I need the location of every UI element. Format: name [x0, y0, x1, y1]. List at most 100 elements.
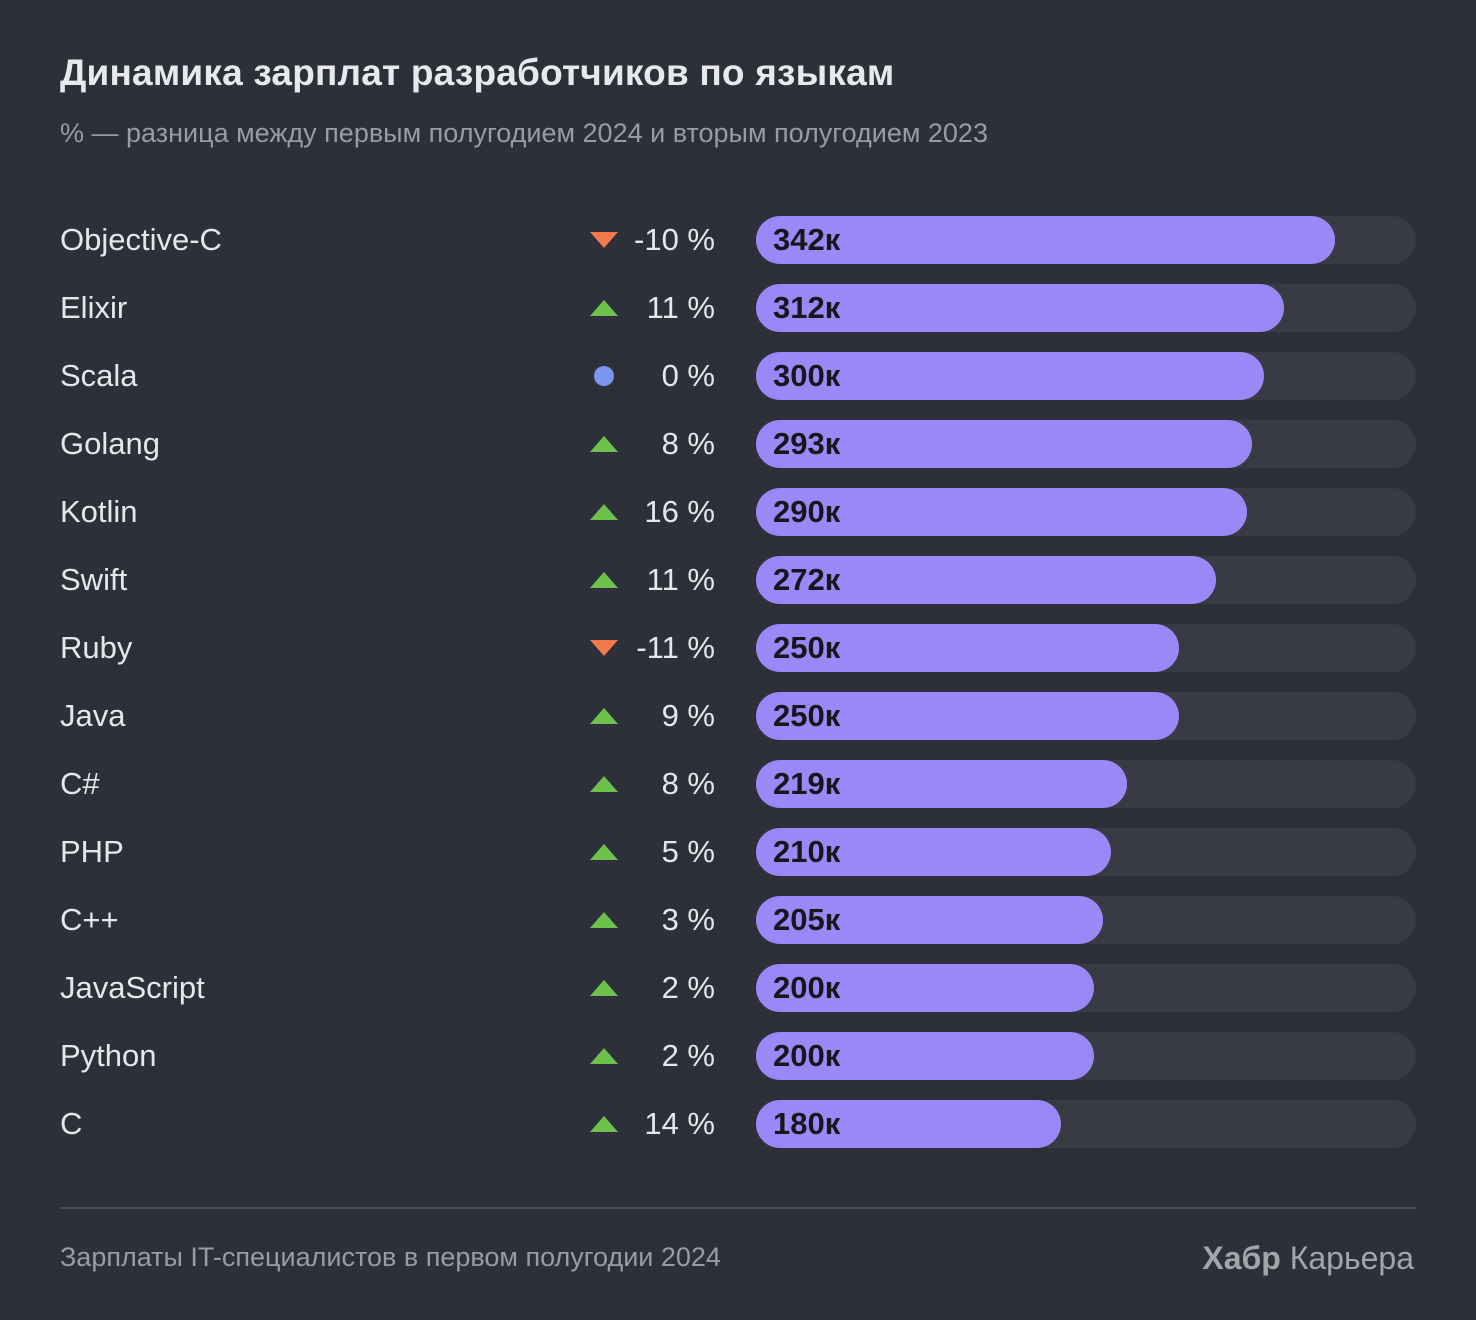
dot-icon [588, 352, 620, 400]
category-label: Objective-C [60, 222, 222, 257]
arrow-up-icon [588, 488, 620, 536]
brand-suffix: Карьера [1289, 1240, 1414, 1276]
bar-track: 342к [756, 216, 1416, 264]
category-label: Elixir [60, 290, 128, 325]
category-label: PHP [60, 834, 124, 869]
bar: 205к [756, 896, 1103, 944]
bar-value-label: 250к [773, 698, 841, 733]
bar-track: 219к [756, 760, 1416, 808]
change-percent: -10 % [634, 222, 715, 257]
arrow-up-icon [588, 556, 620, 604]
bar-row: Swift 11 % 272к [0, 556, 1476, 604]
arrow-up-icon [588, 692, 620, 740]
bar-row: PHP 5 % 210к [0, 828, 1476, 876]
brand-name: Хабр [1202, 1240, 1281, 1276]
bar-value-label: 200к [773, 1038, 841, 1073]
bar: 210к [756, 828, 1111, 876]
bar-track: 250к [756, 692, 1416, 740]
bar-track: 293к [756, 420, 1416, 468]
change-percent: 9 % [661, 698, 715, 733]
category-label: Ruby [60, 630, 133, 665]
bar: 250к [756, 692, 1179, 740]
bar-row: Scala 0 % 300к [0, 352, 1476, 400]
category-label: Kotlin [60, 494, 138, 529]
chart-title: Динамика зарплат разработчиков по языкам [60, 52, 895, 93]
bar: 219к [756, 760, 1127, 808]
bar-track: 200к [756, 964, 1416, 1012]
change-percent: 0 % [661, 358, 715, 393]
bar-row: Golang 8 % 293к [0, 420, 1476, 468]
bar-row: Elixir 11 % 312к [0, 284, 1476, 332]
bar-track: 290к [756, 488, 1416, 536]
change-percent: 11 % [646, 290, 715, 325]
change-percent: 2 % [661, 1038, 715, 1073]
category-label: C [60, 1106, 83, 1141]
bar-value-label: 200к [773, 970, 841, 1005]
bar: 250к [756, 624, 1179, 672]
bar: 180к [756, 1100, 1061, 1148]
category-label: Java [60, 698, 126, 733]
bar: 200к [756, 1032, 1094, 1080]
bar: 293к [756, 420, 1252, 468]
arrow-up-icon [588, 284, 620, 332]
bar-row: JavaScript 2 % 200к [0, 964, 1476, 1012]
category-label: Swift [60, 562, 128, 597]
category-label: Golang [60, 426, 160, 461]
bar-value-label: 272к [773, 562, 841, 597]
bar-value-label: 219к [773, 766, 841, 801]
bar: 272к [756, 556, 1216, 604]
bar-track: 312к [756, 284, 1416, 332]
brand-logo: Хабр Карьера [1202, 1240, 1414, 1277]
bar-row: C# 8 % 219к [0, 760, 1476, 808]
arrow-up-icon [588, 896, 620, 944]
bar-value-label: 312к [773, 290, 841, 325]
bar-row: C 14 % 180к [0, 1100, 1476, 1148]
change-percent: 8 % [661, 426, 715, 461]
bar-track: 300к [756, 352, 1416, 400]
arrow-up-icon [588, 420, 620, 468]
bar-row: C++ 3 % 205к [0, 896, 1476, 944]
arrow-up-icon [588, 964, 620, 1012]
arrow-up-icon [588, 760, 620, 808]
bar-track: 250к [756, 624, 1416, 672]
bar-row: Objective-C -10 % 342к [0, 216, 1476, 264]
arrow-down-icon [588, 624, 620, 672]
category-label: Scala [60, 358, 138, 393]
bar-value-label: 342к [773, 222, 841, 257]
change-percent: 14 % [644, 1106, 715, 1141]
footer-note: Зарплаты IT-специалистов в первом полуго… [60, 1242, 721, 1272]
bar-value-label: 205к [773, 902, 841, 937]
bar-track: 200к [756, 1032, 1416, 1080]
category-label: JavaScript [60, 970, 205, 1005]
bar: 342к [756, 216, 1335, 264]
category-label: C# [60, 766, 100, 801]
bar-value-label: 293к [773, 426, 841, 461]
bar-track: 272к [756, 556, 1416, 604]
change-percent: 8 % [661, 766, 715, 801]
change-percent: 3 % [661, 902, 715, 937]
bar-track: 205к [756, 896, 1416, 944]
bar-value-label: 290к [773, 494, 841, 529]
bar-value-label: 300к [773, 358, 841, 393]
bar-value-label: 250к [773, 630, 841, 665]
change-percent: 5 % [661, 834, 715, 869]
bar-row: Java 9 % 250к [0, 692, 1476, 740]
change-percent: 2 % [661, 970, 715, 1005]
bar-row: Python 2 % 200к [0, 1032, 1476, 1080]
arrow-up-icon [588, 828, 620, 876]
bar-track: 180к [756, 1100, 1416, 1148]
change-percent: 16 % [644, 494, 715, 529]
bar: 312к [756, 284, 1284, 332]
chart-subtitle: % — разница между первым полугодием 2024… [60, 118, 988, 148]
arrow-up-icon [588, 1032, 620, 1080]
bar-row: Kotlin 16 % 290к [0, 488, 1476, 536]
change-percent: -11 % [636, 630, 715, 665]
bar-track: 210к [756, 828, 1416, 876]
arrow-up-icon [588, 1100, 620, 1148]
bar-value-label: 180к [773, 1106, 841, 1141]
bar: 300к [756, 352, 1264, 400]
footer-divider [60, 1207, 1416, 1209]
bar-value-label: 210к [773, 834, 841, 869]
bar: 290к [756, 488, 1247, 536]
